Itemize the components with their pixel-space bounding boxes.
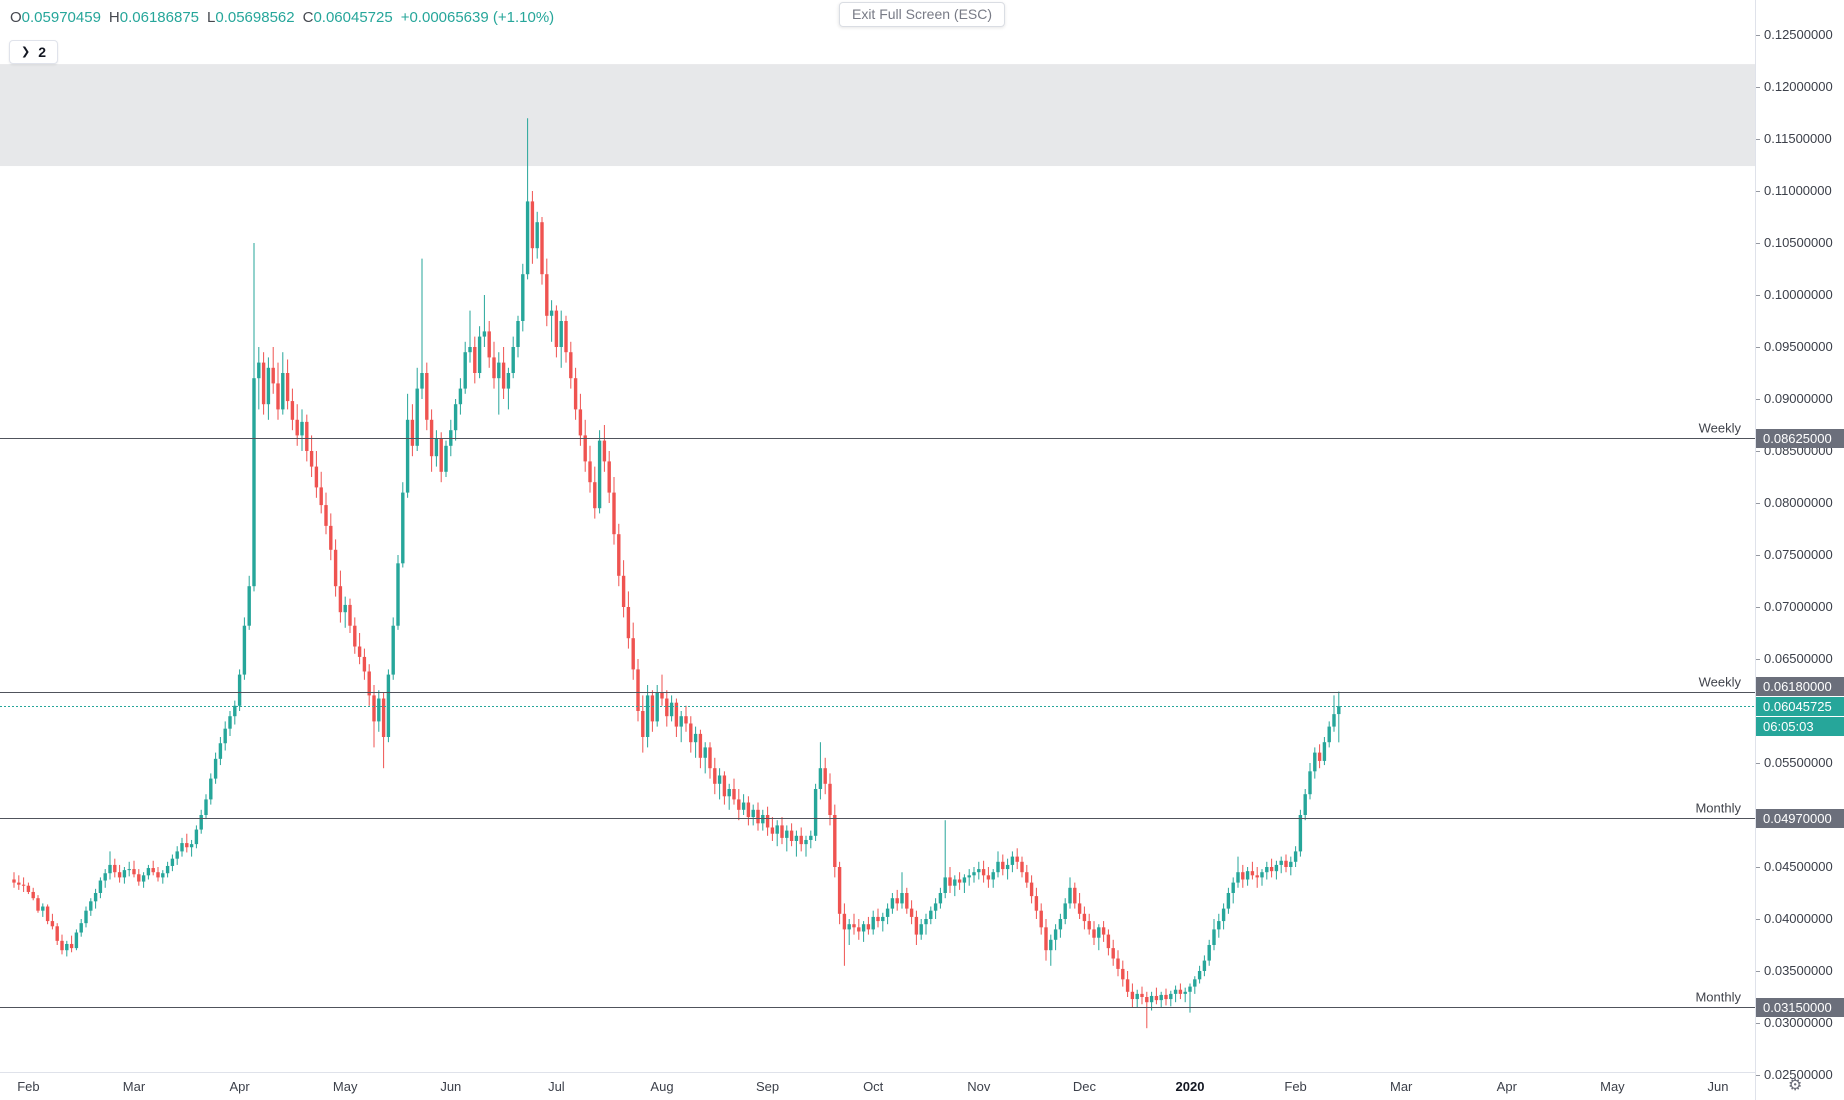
- legend-high: H0.06186875: [109, 9, 199, 26]
- price-tick-label: 0.12500000: [1756, 27, 1844, 43]
- price-tick-label: 0.08000000: [1756, 495, 1844, 511]
- price-tick-label: 0.10000000: [1756, 287, 1844, 303]
- legend-low-value: 0.05698562: [215, 9, 295, 26]
- legend-high-label: H: [108, 9, 120, 26]
- chevron-right-icon: ❯: [21, 46, 31, 58]
- exit-fullscreen-button[interactable]: Exit Full Screen (ESC): [838, 2, 1006, 27]
- time-tick-label: Nov: [967, 1079, 991, 1094]
- price-tick-label: 0.11000000: [1756, 183, 1844, 199]
- price-tick-label: 0.09500000: [1756, 339, 1844, 355]
- time-tick-label: Aug: [650, 1079, 674, 1094]
- price-tick-label: 0.04000000: [1756, 911, 1844, 927]
- chart-canvas[interactable]: Weekly Weekly Monthly Monthly: [0, 0, 1755, 1072]
- level-label: Monthly: [1695, 801, 1741, 816]
- level-label: Monthly: [1695, 990, 1741, 1005]
- bar-countdown-tag: 06:05:03: [1756, 717, 1844, 736]
- legend-open-value: 0.05970459: [21, 9, 101, 26]
- price-tick-label: 0.11500000: [1756, 131, 1844, 147]
- time-tick-label: Mar: [122, 1079, 146, 1094]
- object-tree-count: 2: [38, 44, 47, 60]
- time-axis[interactable]: Feb Mar Apr May Jun Jul Aug Sep Oct Nov Dec 2020 Feb…: [0, 1072, 1755, 1100]
- price-tick-label: 0.10500000: [1756, 235, 1844, 251]
- legend-change-value: +0.00065639 (+1.10%): [400, 9, 555, 26]
- price-tick-label: 0.04500000: [1756, 859, 1844, 875]
- time-tick-label: Apr: [1496, 1079, 1517, 1094]
- time-tick-label: Sep: [756, 1079, 780, 1094]
- price-tick-label: 0.07500000: [1756, 547, 1844, 563]
- object-tree-toggle[interactable]: ❯ 2: [9, 40, 59, 64]
- settings-gear-icon[interactable]: ⚙: [1788, 1077, 1803, 1094]
- legend-close-label: C: [302, 9, 314, 26]
- legend-close-value: 0.06045725: [313, 9, 393, 26]
- price-tick-label: 0.07000000: [1756, 599, 1844, 615]
- level-label: Weekly: [1699, 421, 1742, 436]
- time-tick-label: 2020: [1175, 1079, 1205, 1094]
- legend-high-value: 0.06186875: [119, 9, 200, 26]
- time-tick-label: Jun: [1707, 1079, 1729, 1094]
- top-gray-band[interactable]: [0, 64, 1755, 167]
- price-tick-label: 0.02500000: [1756, 1067, 1844, 1083]
- time-tick-label: Mar: [1389, 1079, 1413, 1094]
- time-tick-label: Feb: [17, 1079, 40, 1094]
- current-price-tag: 0.06045725: [1756, 697, 1844, 716]
- time-tick-label: Oct: [863, 1079, 884, 1094]
- time-tick-label: May: [332, 1079, 358, 1094]
- price-axis[interactable]: ⚙ 0.12500000 0.12000000 0.11500000 0.110000…: [1755, 0, 1844, 1100]
- level-price-tag: 0.04970000: [1756, 808, 1844, 828]
- price-tick-label: 0.05500000: [1756, 755, 1844, 771]
- level-price-tag: 0.06180000: [1756, 677, 1844, 696]
- price-tick-label: 0.12000000: [1756, 79, 1844, 95]
- price-tick-label: 0.06500000: [1756, 651, 1844, 667]
- time-tick-label: Jul: [548, 1079, 565, 1094]
- time-tick-label: Feb: [1284, 1079, 1307, 1094]
- time-tick-label: Apr: [229, 1079, 250, 1094]
- candlestick-series: [12, 118, 1341, 1029]
- ohlc-legend: O0.05970459 H0.06186875 L0.05698562 C0.0…: [10, 9, 554, 26]
- level-label: Weekly: [1699, 675, 1742, 690]
- legend-low-label: L: [207, 9, 216, 26]
- legend-close: C0.06045725: [303, 9, 393, 26]
- price-tick-label: 0.03500000: [1756, 963, 1844, 979]
- time-tick-label: Jun: [440, 1079, 462, 1094]
- legend-low: L0.05698562: [207, 9, 295, 26]
- price-tick-label: 0.09000000: [1756, 391, 1844, 407]
- chart-plot-area[interactable]: Weekly Weekly Monthly Monthly O0.05970459 H…: [0, 0, 1755, 1072]
- legend-open-label: O: [10, 9, 22, 26]
- legend-open: O0.05970459: [10, 9, 101, 26]
- price-tick-label: 0.03000000: [1756, 1015, 1844, 1031]
- time-tick-label: Dec: [1072, 1079, 1096, 1094]
- time-tick-label: May: [1600, 1079, 1625, 1094]
- level-price-tag: 0.08625000: [1756, 428, 1844, 448]
- level-price-tag: 0.03150000: [1756, 997, 1844, 1017]
